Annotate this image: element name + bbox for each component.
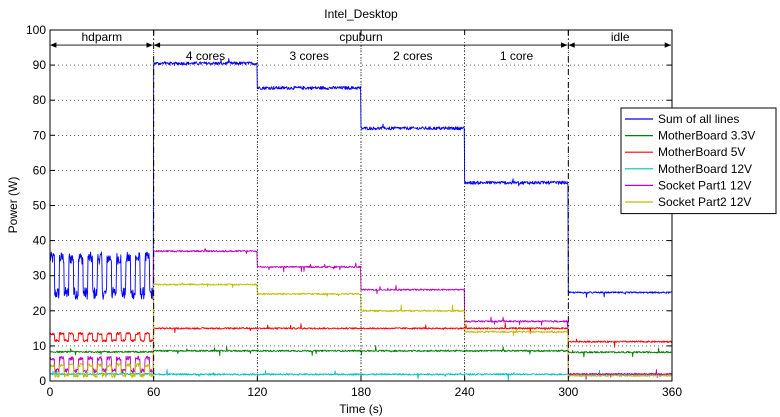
y-tick-label: 100 — [26, 23, 46, 37]
y-tick-label: 30 — [33, 269, 47, 283]
legend-entry: Socket Part2 12V — [658, 195, 751, 209]
chart-title: Intel_Desktop — [324, 7, 398, 21]
y-tick-label: 80 — [33, 93, 47, 107]
phase-label: cpuburn — [339, 30, 382, 44]
y-tick-label: 60 — [33, 163, 47, 177]
y-tick-label: 40 — [33, 234, 47, 248]
y-tick-label: 10 — [33, 339, 47, 353]
x-tick-label: 240 — [455, 385, 475, 399]
y-tick-label: 20 — [33, 304, 47, 318]
x-tick-label: 360 — [662, 385, 682, 399]
y-axis-title: Power (W) — [6, 177, 20, 234]
x-tick-label: 0 — [47, 385, 54, 399]
y-tick-label: 70 — [33, 128, 47, 142]
series-line-5 — [49, 282, 672, 378]
x-axis-title: Time (s) — [339, 402, 383, 416]
x-tick-label: 120 — [247, 385, 267, 399]
subphase-label: 3 cores — [289, 49, 328, 63]
legend: Sum of all lines MotherBoard 3.3V MotherBo… — [620, 107, 777, 215]
legend-entry: MotherBoard 5V — [658, 145, 745, 159]
legend-box — [620, 107, 777, 215]
x-tick-label: 180 — [351, 385, 371, 399]
x-tick-label: 300 — [558, 385, 578, 399]
subphase-label: 2 cores — [393, 49, 432, 63]
x-tick-label: 60 — [147, 385, 161, 399]
legend-entry: MotherBoard 12V — [658, 162, 752, 176]
phase-label: hdparm — [81, 30, 122, 44]
legend-entry: Sum of all lines — [658, 112, 739, 126]
legend-entry: MotherBoard 3.3V — [658, 129, 755, 143]
y-tick-label: 50 — [33, 199, 47, 213]
y-tick-label: 90 — [33, 58, 47, 72]
phase-annotations: hdparm cpuburn idle 4 cores 3 cores 2 cores 1 … — [50, 30, 671, 381]
subphase-label: 4 cores — [186, 49, 225, 63]
phase-label: idle — [611, 30, 630, 44]
y-tick-label: 0 — [39, 374, 46, 388]
subphase-label: 1 core — [500, 49, 534, 63]
legend-entry: Socket Part1 12V — [658, 178, 751, 192]
